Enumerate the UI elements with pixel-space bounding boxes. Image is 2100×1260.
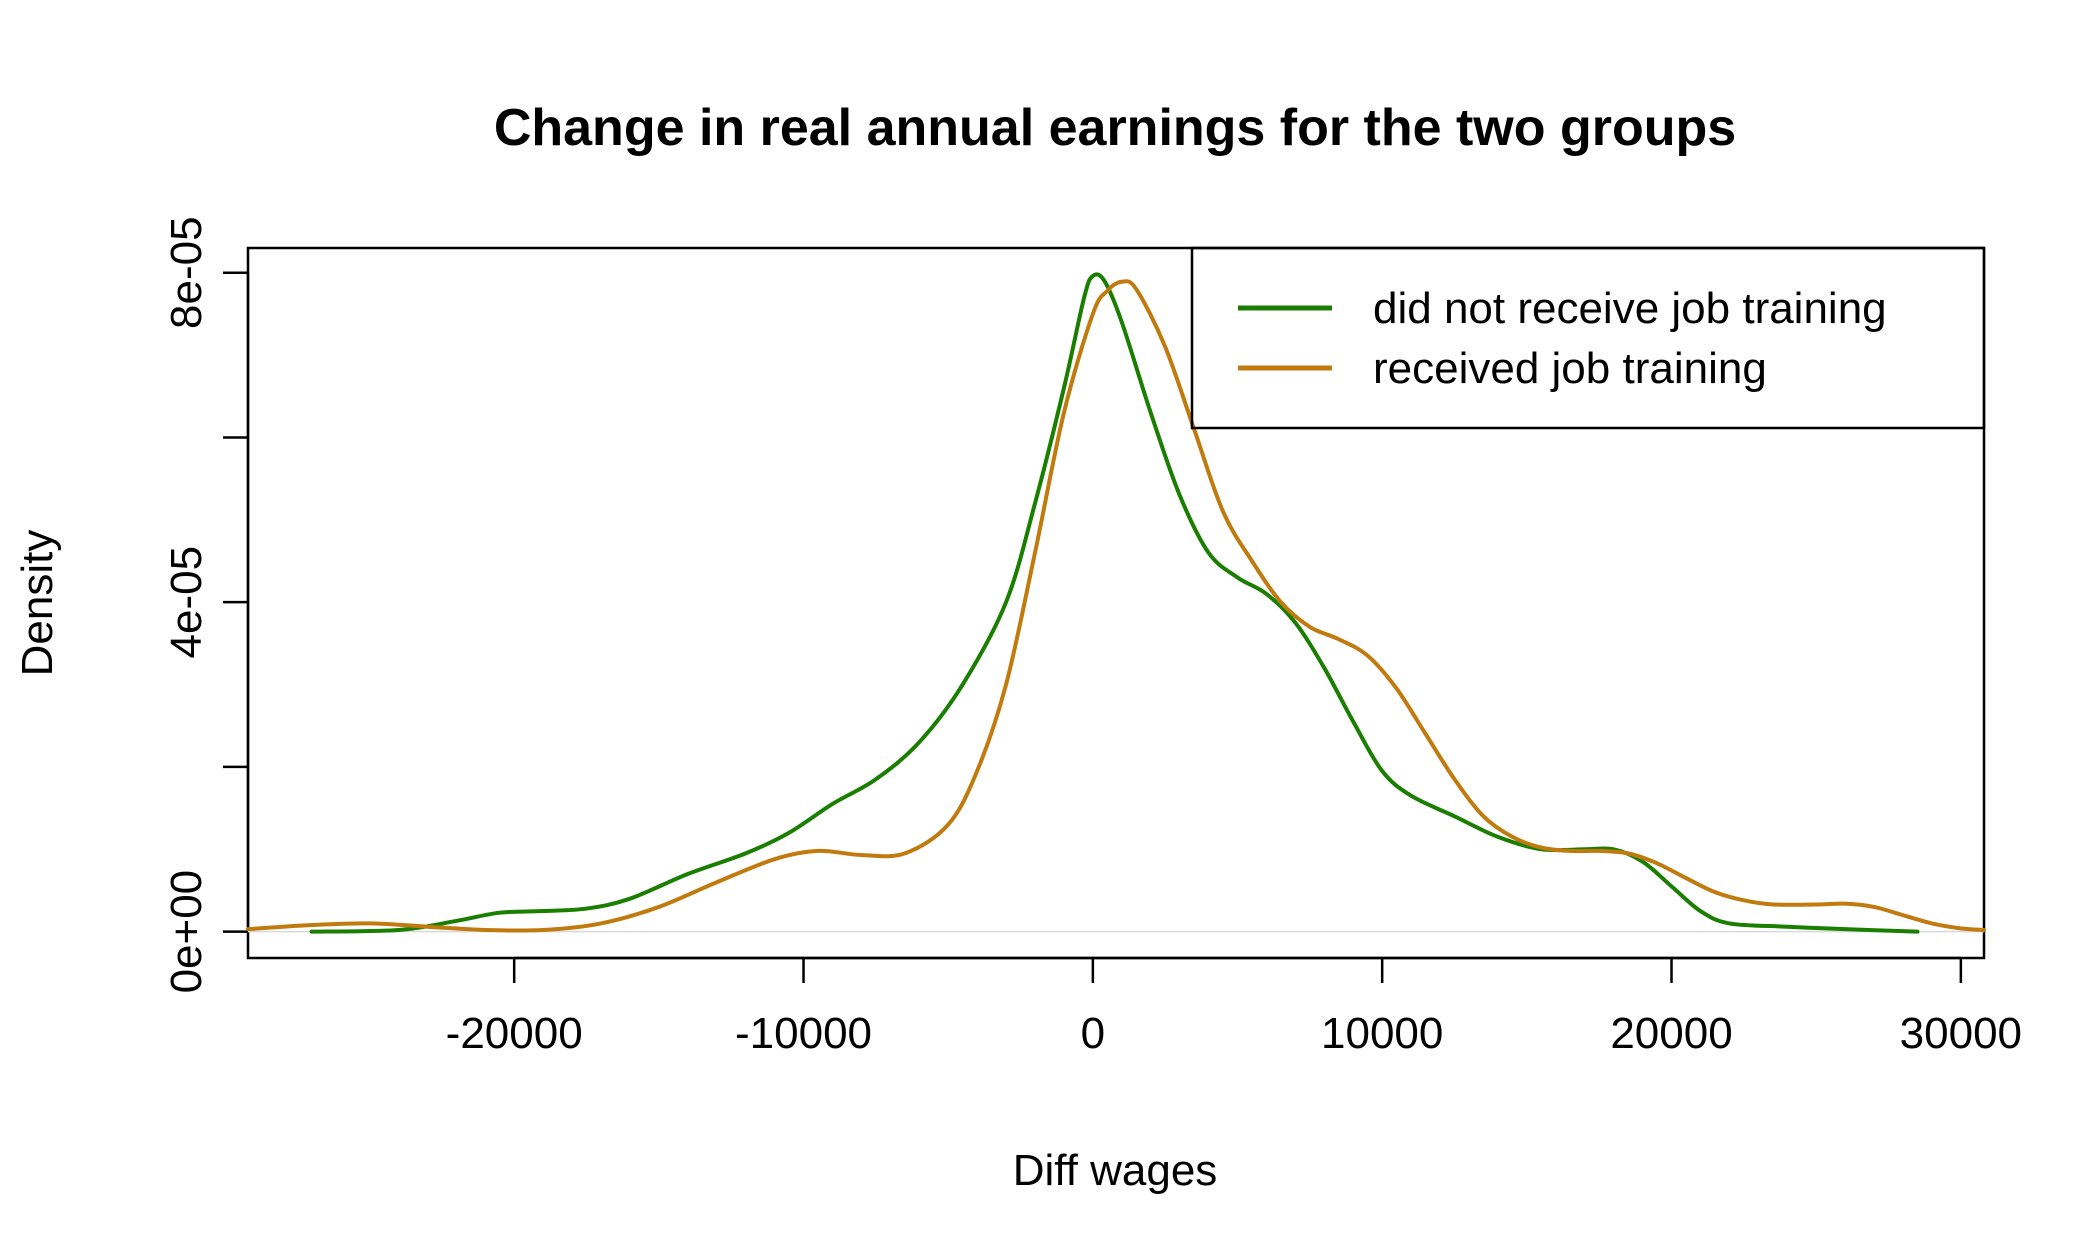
x-axis-label: Diff wages xyxy=(1013,1146,1218,1195)
y-axis: 0e+00 4e-05 8e-05 xyxy=(162,216,250,994)
x-tick-label: 20000 xyxy=(1610,1009,1732,1058)
y-tick-label: 4e-05 xyxy=(162,546,211,659)
chart-title: Change in real annual earnings for the t… xyxy=(494,99,1736,157)
series-line-received xyxy=(246,279,1986,933)
x-tick-label: 0 xyxy=(1081,1009,1105,1058)
legend-label-received: received job training xyxy=(1373,344,1767,393)
series-line-did-not-receive xyxy=(309,272,1920,934)
legend-box xyxy=(1190,246,1986,430)
x-tick-label: -10000 xyxy=(735,1009,872,1058)
x-tick-label: 10000 xyxy=(1321,1009,1443,1058)
series-group xyxy=(246,272,1986,934)
x-axis: -20000 -10000 0 10000 20000 30000 xyxy=(446,956,2022,1058)
y-tick-label: 0e+00 xyxy=(162,870,211,994)
legend: did not receive job training received jo… xyxy=(1190,246,1986,430)
y-axis-label: Density xyxy=(13,530,62,677)
x-tick-label: -20000 xyxy=(446,1009,583,1058)
x-tick-label: 30000 xyxy=(1900,1009,2022,1058)
legend-label-did-not-receive: did not receive job training xyxy=(1373,284,1887,333)
y-tick-label: 8e-05 xyxy=(162,216,211,329)
